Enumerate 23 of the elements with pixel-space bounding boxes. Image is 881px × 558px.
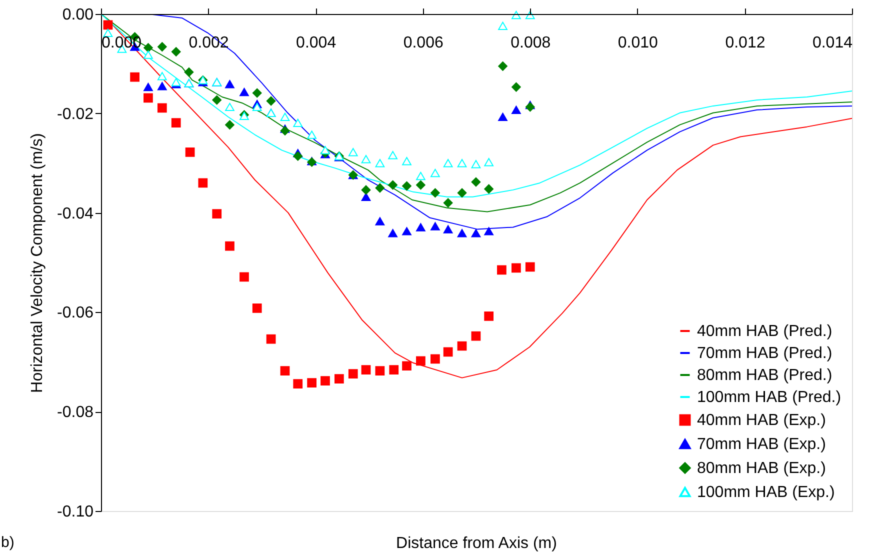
y-tick-label: -0.08 [57,404,94,422]
y-tick-label: 0.00 [62,6,94,24]
text: b) [1,534,14,551]
y-tick-label: -0.06 [57,304,94,322]
legend-label: 100mm HAB (Exp.) [697,484,835,501]
x-tick-label: 0.010 [618,34,658,52]
x-tick-label: 0.006 [403,34,444,52]
legend-label: 40mm HAB (Exp.) [697,412,826,429]
y-tick-label: -0.10 [57,504,94,520]
legend-label: 70mm HAB (Exp.) [697,436,826,453]
x-axis-title: Distance from Axis (m) [396,535,557,552]
x-tick-label: 0.004 [296,34,336,52]
legend-label: 80mm HAB (Pred.) [697,367,832,384]
y-tick-label: -0.02 [57,106,94,123]
x-tick-label: 0.012 [725,34,766,52]
legend-label: 100mm HAB (Pred.) [697,389,842,406]
legend-label: 40mm HAB (Pred.) [697,323,832,340]
x-tick-label: 0.014 [812,34,853,52]
y-axis-title: Horizontal Velocity Component (m/s) [29,133,46,393]
legend-label: 70mm HAB (Pred.) [697,345,832,362]
x-tick-label: 0.008 [510,34,551,52]
legend-label: 80mm HAB (Exp.) [697,460,826,477]
y-tick-label: -0.04 [57,205,94,222]
